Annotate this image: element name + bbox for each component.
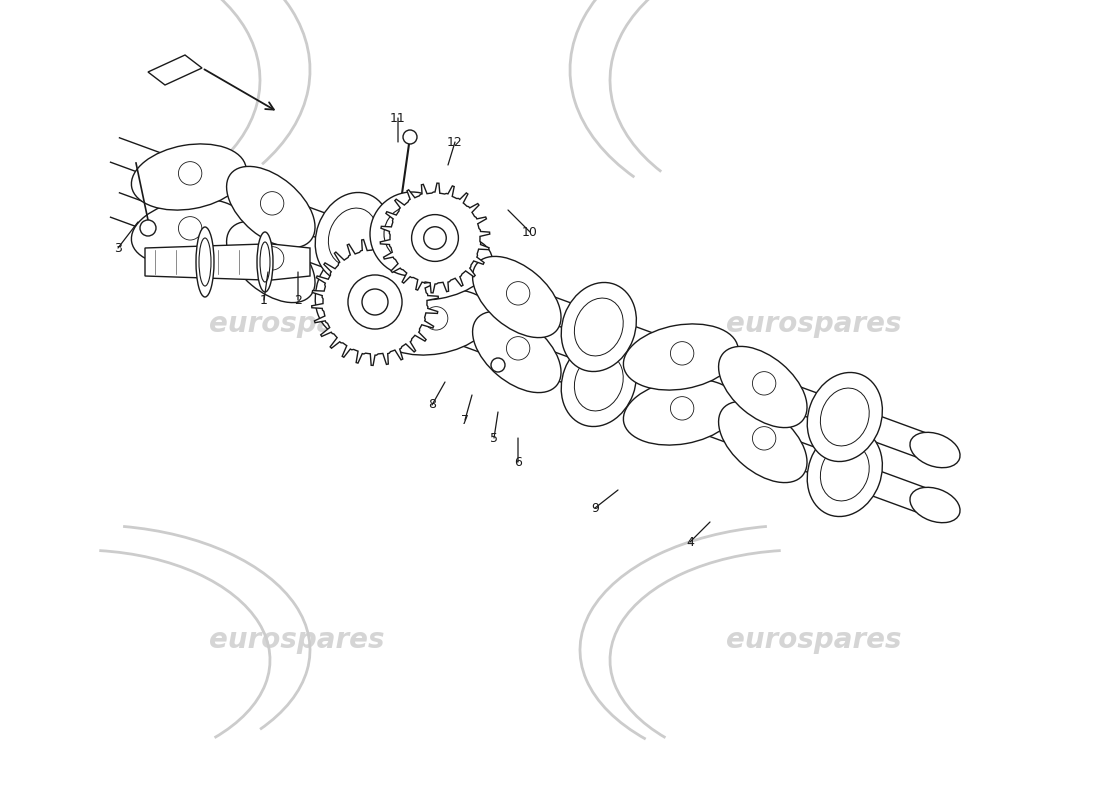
Ellipse shape bbox=[196, 227, 214, 297]
Ellipse shape bbox=[718, 346, 807, 427]
Ellipse shape bbox=[377, 289, 492, 355]
Polygon shape bbox=[381, 183, 490, 293]
Circle shape bbox=[140, 220, 156, 236]
Ellipse shape bbox=[131, 144, 246, 210]
Ellipse shape bbox=[624, 379, 738, 445]
Text: 3: 3 bbox=[114, 242, 122, 254]
Ellipse shape bbox=[316, 247, 390, 337]
Text: eurospares: eurospares bbox=[209, 310, 385, 338]
Text: eurospares: eurospares bbox=[726, 626, 902, 654]
Ellipse shape bbox=[377, 234, 492, 300]
Ellipse shape bbox=[473, 257, 561, 338]
Polygon shape bbox=[311, 238, 438, 366]
Ellipse shape bbox=[316, 193, 390, 282]
Text: eurospares: eurospares bbox=[209, 626, 385, 654]
Ellipse shape bbox=[807, 427, 882, 517]
Ellipse shape bbox=[807, 373, 882, 462]
Text: 1: 1 bbox=[260, 294, 268, 306]
Text: 2: 2 bbox=[294, 294, 301, 306]
Polygon shape bbox=[148, 55, 202, 85]
Circle shape bbox=[403, 130, 417, 144]
Ellipse shape bbox=[561, 338, 637, 426]
Ellipse shape bbox=[561, 282, 637, 371]
Ellipse shape bbox=[910, 487, 960, 522]
Ellipse shape bbox=[257, 232, 273, 292]
Circle shape bbox=[362, 289, 388, 315]
Circle shape bbox=[424, 226, 447, 250]
Circle shape bbox=[370, 192, 454, 276]
Ellipse shape bbox=[473, 311, 561, 393]
Ellipse shape bbox=[227, 222, 315, 302]
Polygon shape bbox=[145, 244, 310, 280]
Text: 6: 6 bbox=[514, 455, 521, 469]
Circle shape bbox=[491, 358, 505, 372]
Text: 5: 5 bbox=[490, 431, 498, 445]
Text: eurospares: eurospares bbox=[726, 310, 902, 338]
Ellipse shape bbox=[227, 166, 315, 247]
Ellipse shape bbox=[718, 402, 807, 482]
Text: 11: 11 bbox=[390, 111, 406, 125]
Ellipse shape bbox=[910, 432, 960, 468]
Ellipse shape bbox=[131, 199, 246, 265]
Text: 4: 4 bbox=[686, 535, 694, 549]
Text: 12: 12 bbox=[447, 135, 463, 149]
Text: 8: 8 bbox=[428, 398, 436, 411]
Ellipse shape bbox=[624, 324, 738, 390]
Text: 10: 10 bbox=[522, 226, 538, 238]
Text: 9: 9 bbox=[591, 502, 598, 514]
Text: 7: 7 bbox=[461, 414, 469, 426]
